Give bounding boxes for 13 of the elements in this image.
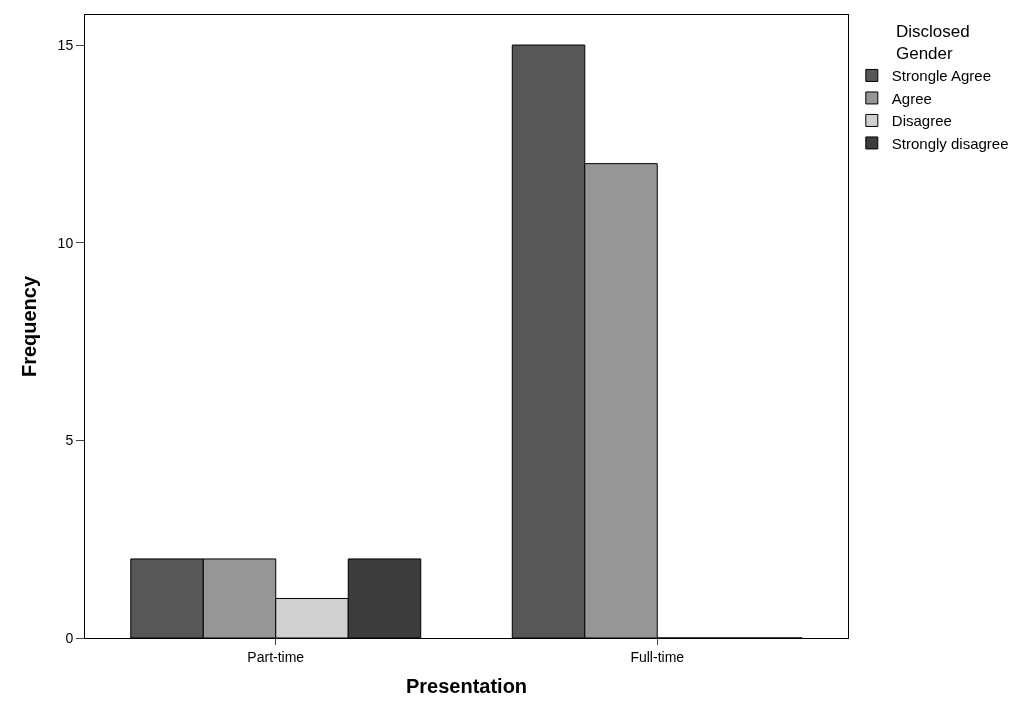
y-tick-label: 10 <box>57 234 74 251</box>
y-tick-label: 0 <box>65 629 74 646</box>
x-tick-label: Full-time <box>630 648 685 665</box>
legend-label: Agree <box>891 89 932 107</box>
legend-label: Strongle Agree <box>891 67 992 85</box>
x-axis-title: Presentation <box>405 675 528 698</box>
y-tick-label: 15 <box>57 36 74 53</box>
y-axis-title: Frequency <box>18 275 41 378</box>
legend-label: Disagree <box>891 112 952 130</box>
legend-title: Disclosed Gender <box>895 22 970 64</box>
legend-label: Strongly disagree <box>891 134 1009 152</box>
y-tick-label: 5 <box>65 432 74 449</box>
x-tick-label: Part-time <box>247 648 305 665</box>
